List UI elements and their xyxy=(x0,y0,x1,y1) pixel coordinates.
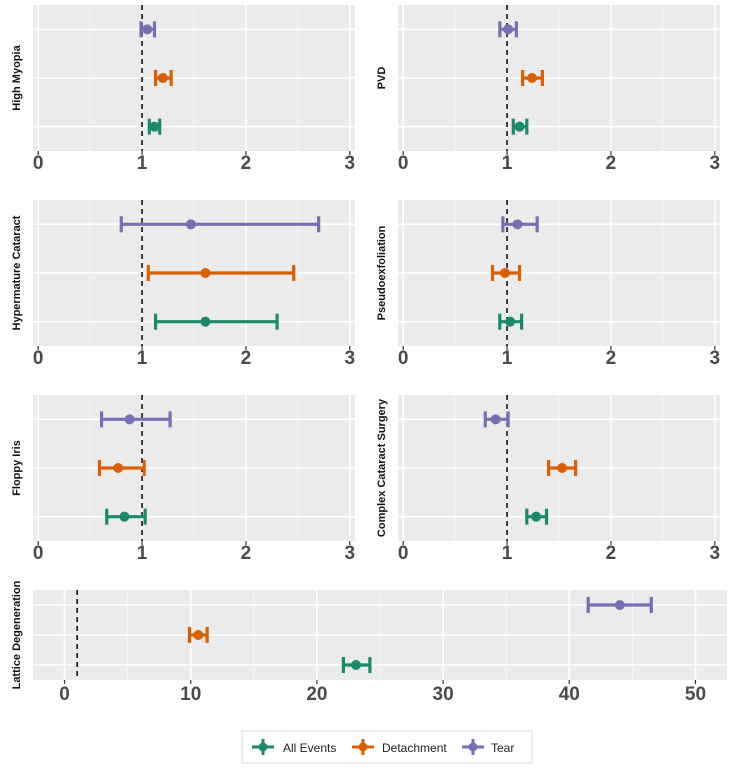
x-tick-label: 2 xyxy=(241,348,252,369)
panel-pvd: 0 1 2 3 PVD xyxy=(376,5,720,174)
x-tick-label: 1 xyxy=(137,348,148,369)
point-estimate-all-events xyxy=(531,511,542,522)
point-estimate-tear xyxy=(512,219,523,230)
x-tick-label: 1 xyxy=(502,543,513,564)
legend-item-all-events: All Events xyxy=(252,739,336,755)
point-estimate-all-events xyxy=(119,511,130,522)
legend-detachment-marker xyxy=(358,742,368,752)
legend-all-events-marker xyxy=(258,742,268,752)
legend-label-detachment: Detachment xyxy=(382,741,447,755)
point-estimate-detachment xyxy=(193,630,204,640)
x-tick-label: 1 xyxy=(137,153,148,174)
point-estimate-detachment xyxy=(200,268,211,278)
panel-lattice-degeneration: 0 10 20 30 40 50 Lattice Degeneration xyxy=(11,580,727,705)
point-estimate-all-events xyxy=(149,121,160,132)
point-estimate-all-events xyxy=(505,316,516,327)
point-estimate-all-events xyxy=(514,121,525,132)
point-estimate-detachment xyxy=(157,73,168,83)
x-tick-label: 30 xyxy=(433,684,454,705)
x-tick-label: 2 xyxy=(606,348,617,369)
x-tick-label: 3 xyxy=(710,153,721,174)
y-axis-label: Floppy Iris xyxy=(11,440,23,496)
legend-item-tear: Tear xyxy=(462,739,514,755)
panels-group: 0 1 2 3 High Myopia 0 1 2 3 PVD 0 1 2 3 Hypermature Ca… xyxy=(11,5,727,705)
x-tick-label: 1 xyxy=(137,543,148,564)
y-axis-label: Lattice Degeneration xyxy=(11,580,23,689)
point-estimate-tear xyxy=(124,414,135,425)
x-tick-label: 1 xyxy=(502,153,513,174)
x-tick-label: 3 xyxy=(710,543,721,564)
x-tick-label: 0 xyxy=(33,543,44,564)
point-estimate-tear xyxy=(503,24,514,35)
x-tick-label: 2 xyxy=(241,543,252,564)
x-tick-label: 40 xyxy=(559,684,580,705)
point-estimate-tear xyxy=(490,414,501,425)
legend-label-tear: Tear xyxy=(491,741,514,755)
x-tick-label: 50 xyxy=(685,684,706,705)
panel-hypermature-cataract: 0 1 2 3 Hypermature Cataract xyxy=(11,200,355,369)
panel-high-myopia: 0 1 2 3 High Myopia xyxy=(11,5,355,174)
point-estimate-tear xyxy=(142,24,153,35)
y-axis-label: PVD xyxy=(376,67,388,90)
legend-label-all-events: All Events xyxy=(283,741,336,755)
legend: All Events Detachment Tear xyxy=(241,730,533,764)
point-estimate-all-events xyxy=(200,316,211,327)
x-tick-label: 0 xyxy=(398,348,409,369)
x-tick-label: 0 xyxy=(33,348,44,369)
point-estimate-all-events xyxy=(351,660,362,670)
y-axis-label: Hypermature Cataract xyxy=(11,215,23,330)
legend-item-detachment: Detachment xyxy=(352,739,447,755)
point-estimate-detachment xyxy=(526,73,537,83)
x-tick-label: 0 xyxy=(398,543,409,564)
panel-complex-cataract-surgery: 0 1 2 3 Complex Cataract Surgery xyxy=(376,395,720,564)
x-tick-label: 3 xyxy=(345,543,356,564)
x-tick-label: 2 xyxy=(606,153,617,174)
y-axis-label: High Myopia xyxy=(11,44,23,110)
point-estimate-tear xyxy=(614,600,625,610)
x-tick-label: 1 xyxy=(502,348,513,369)
point-estimate-detachment xyxy=(499,268,510,278)
x-tick-label: 2 xyxy=(606,543,617,564)
x-tick-label: 3 xyxy=(710,348,721,369)
panel-floppy-iris: 0 1 2 3 Floppy Iris xyxy=(11,395,355,564)
panel-pseudoexfoliation: 0 1 2 3 Pseudoexfoliation xyxy=(376,200,720,369)
x-tick-label: 0 xyxy=(398,153,409,174)
x-tick-label: 3 xyxy=(345,153,356,174)
x-tick-label: 3 xyxy=(345,348,356,369)
x-tick-label: 2 xyxy=(241,153,252,174)
point-estimate-tear xyxy=(185,219,196,230)
legend-tear-marker xyxy=(468,742,478,752)
x-tick-label: 0 xyxy=(33,153,44,174)
x-tick-label: 10 xyxy=(180,684,201,705)
y-axis-label: Complex Cataract Surgery xyxy=(376,398,388,537)
point-estimate-detachment xyxy=(113,463,124,473)
y-axis-label: Pseudoexfoliation xyxy=(376,225,388,320)
x-tick-label: 0 xyxy=(59,684,70,705)
point-estimate-detachment xyxy=(557,463,568,473)
x-tick-label: 20 xyxy=(306,684,327,705)
